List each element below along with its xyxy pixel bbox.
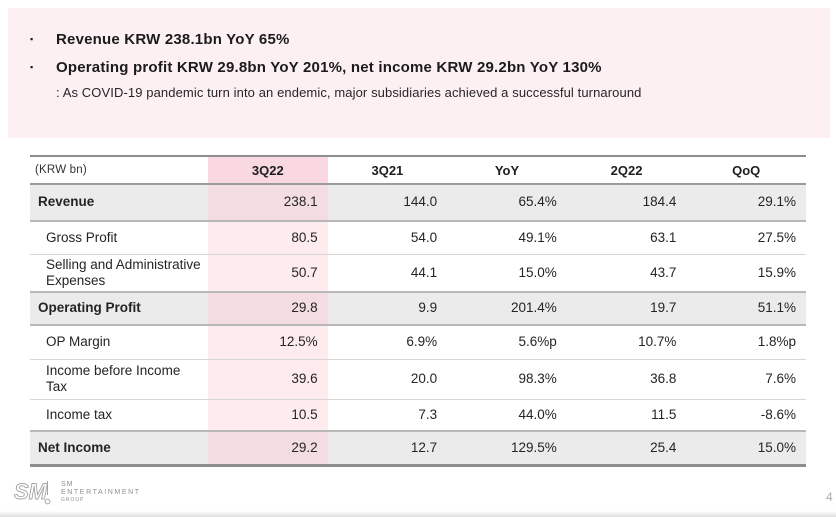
cell: 49.1% (447, 221, 567, 255)
svg-text:SM: SM (14, 479, 48, 504)
column-header-2q22: 2Q22 (566, 155, 687, 185)
cell: 15.0% (686, 430, 806, 467)
summary-bullet-profit: ▪ Operating profit KRW 29.8bn YoY 201%, … (30, 59, 810, 76)
cell: 98.3% (447, 359, 567, 400)
table-row-net-income: Net Income 29.2 12.7 129.5% 25.4 15.0% (30, 430, 806, 467)
cell: 11.5 (566, 399, 687, 432)
cell: 29.2 (208, 430, 328, 467)
cell: 10.7% (566, 325, 687, 360)
cell: 27.5% (686, 221, 806, 255)
unit-label: (KRW bn) (30, 155, 208, 185)
logo-line-sm: SM (61, 481, 74, 488)
cell: 144.0 (327, 183, 448, 222)
cell: 184.4 (566, 183, 687, 222)
table-row-income-tax: Income tax 10.5 7.3 44.0% 11.5 -8.6% (30, 399, 806, 432)
summary-bullet-revenue: ▪ Revenue KRW 238.1bn YoY 65% (30, 31, 810, 48)
table-row-operating-profit: Operating Profit 29.8 9.9 201.4% 19.7 51… (30, 291, 806, 326)
cell: 50.7 (208, 254, 328, 293)
cell: 43.7 (566, 254, 687, 293)
table-row-income-before-tax: Income before Income Tax 39.6 20.0 98.3%… (30, 359, 806, 400)
cell: 65.4% (447, 183, 567, 222)
cell: 20.0 (327, 359, 448, 400)
summary-bullet-revenue-text: Revenue KRW 238.1bn YoY 65% (56, 31, 290, 48)
table-row-gross-profit: Gross Profit 80.5 54.0 49.1% 63.1 27.5% (30, 221, 806, 255)
table-row-sga-expenses: Selling and Administrative Expenses 50.7… (30, 254, 806, 293)
cell: 51.1% (686, 291, 806, 326)
row-label: Income tax (30, 399, 208, 432)
cell: 129.5% (447, 430, 567, 467)
cell: 9.9 (327, 291, 448, 326)
row-label: Operating Profit (30, 291, 208, 326)
sm-entertainment-logo: SM SM ENTERTAINMENT GROUP (14, 476, 141, 508)
cell: 1.8%p (686, 325, 806, 360)
cell: 12.5% (208, 325, 328, 360)
cell: -8.6% (686, 399, 806, 432)
row-label: Income before Income Tax (30, 359, 208, 400)
cell: 63.1 (566, 221, 687, 255)
cell: 54.0 (327, 221, 448, 255)
cell: 39.6 (208, 359, 328, 400)
column-header-qoq: QoQ (686, 155, 806, 185)
logo-wordmark: SM ENTERTAINMENT GROUP (61, 481, 141, 503)
cell: 12.7 (327, 430, 448, 467)
quarterly-results-table: (KRW bn) 3Q22 3Q21 YoY 2Q22 QoQ Revenue … (30, 155, 806, 467)
cell: 80.5 (208, 221, 328, 255)
cell: 15.0% (447, 254, 567, 293)
cell: 44.0% (447, 399, 567, 432)
slide-bottom-edge (0, 511, 836, 517)
row-label: Gross Profit (30, 221, 208, 255)
row-label: Net Income (30, 430, 208, 467)
logo-line-entertainment: ENTERTAINMENT (61, 489, 141, 496)
table-row-op-margin: OP Margin 12.5% 6.9% 5.6%p 10.7% 1.8%p (30, 325, 806, 360)
logo-line-group: GROUP (61, 497, 85, 503)
cell: 6.9% (327, 325, 448, 360)
cell: 10.5 (208, 399, 328, 432)
column-header-3q22: 3Q22 (208, 155, 328, 185)
sm-logo-mark-icon: SM (14, 479, 51, 504)
cell: 15.9% (686, 254, 806, 293)
cell: 29.8 (208, 291, 328, 326)
cell: 5.6%p (447, 325, 567, 360)
cell: 44.1 (327, 254, 448, 293)
page-number: 4 (826, 490, 833, 504)
row-label: Selling and Administrative Expenses (30, 254, 208, 293)
column-header-3q21: 3Q21 (327, 155, 448, 185)
summary-note: : As COVID-19 pandemic turn into an ende… (56, 85, 642, 100)
cell: 238.1 (208, 183, 328, 222)
table-row-revenue: Revenue 238.1 144.0 65.4% 184.4 29.1% (30, 183, 806, 222)
cell: 201.4% (447, 291, 567, 326)
summary-box: ▪ Revenue KRW 238.1bn YoY 65% ▪ Operatin… (8, 8, 830, 138)
row-label: OP Margin (30, 325, 208, 360)
row-label: Revenue (30, 183, 208, 222)
summary-bullet-profit-text: Operating profit KRW 29.8bn YoY 201%, ne… (56, 59, 602, 76)
bullet-square-icon: ▪ (30, 34, 34, 44)
cell: 36.8 (566, 359, 687, 400)
cell: 25.4 (566, 430, 687, 467)
table-header-row: (KRW bn) 3Q22 3Q21 YoY 2Q22 QoQ (30, 155, 806, 185)
column-header-yoy: YoY (447, 155, 567, 185)
cell: 7.6% (686, 359, 806, 400)
cell: 29.1% (686, 183, 806, 222)
bullet-square-icon: ▪ (30, 62, 34, 72)
cell: 19.7 (566, 291, 687, 326)
cell: 7.3 (327, 399, 448, 432)
